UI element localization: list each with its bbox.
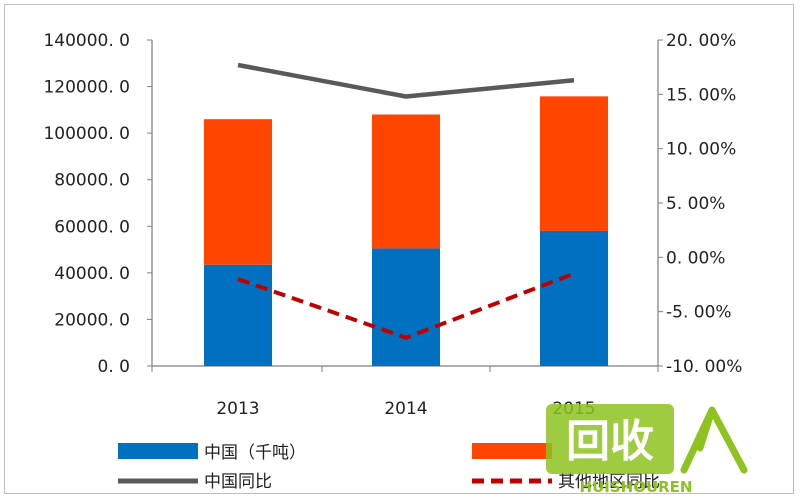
right-tick-label: 5. 00% [666,194,725,214]
left-tick-label: 100000. 0 [43,124,130,144]
right-tick-label: 20. 00% [666,31,736,51]
watermark-subtext: HUISHOUREN [580,478,693,496]
bar-china-2015 [540,230,608,366]
chart-frame [4,4,794,494]
right-tick-label: -10. 00% [666,357,742,377]
bar-china-2013 [204,264,272,366]
watermark-badge [546,404,674,474]
left-tick-label: 140000. 0 [43,31,130,51]
x-tick-label: 2013 [216,399,259,419]
legend-swatch [118,443,198,459]
left-tick-label: 20000. 0 [54,310,130,330]
bar-other-2013 [204,119,272,265]
leaf-icon [680,406,748,474]
left-tick-label: 40000. 0 [54,264,130,284]
watermark-text: 回收 [566,416,654,467]
right-tick-label: 15. 00% [666,85,736,105]
left-tick-label: 0. 0 [98,357,130,377]
right-tick-label: 10. 00% [666,140,736,160]
line-china-yoy [237,62,575,99]
legend-swatch [472,443,552,459]
left-tick-label: 120000. 0 [43,78,130,98]
legend-label: 中国（千吨） [204,443,306,463]
bar-other-2015 [540,96,608,231]
legend-label: 其他地区同比 [558,472,660,492]
right-tick-label: 0. 00% [666,248,725,268]
x-tick-label: 2014 [384,399,427,419]
right-tick-label: -5. 00% [666,303,732,323]
bar-china-2014 [372,248,440,366]
line-other-yoy [237,271,575,340]
bar-other-2014 [372,114,440,249]
left-tick-label: 60000. 0 [54,217,130,237]
left-tick-label: 80000. 0 [54,171,130,191]
legend-label: 中国同比 [204,472,272,492]
